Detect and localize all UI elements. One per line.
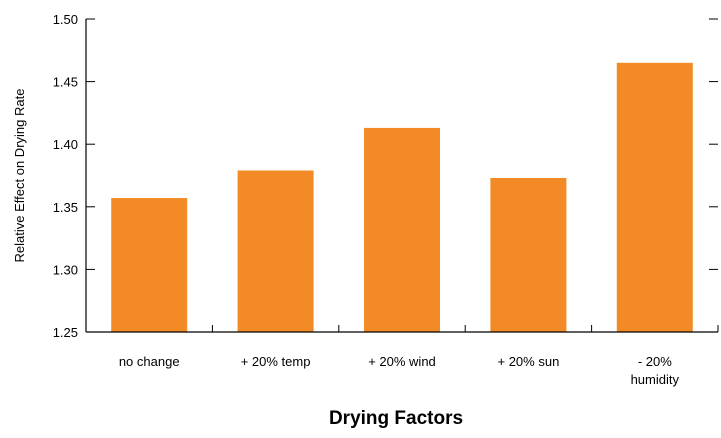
y-tick-label-1: 1.30 bbox=[53, 262, 78, 277]
x-tick-label-2: + 20% wind bbox=[368, 354, 436, 369]
x-tick-label-0: no change bbox=[119, 354, 180, 369]
x-axis-title: Drying Factors bbox=[329, 408, 463, 429]
y-tick-label-0: 1.25 bbox=[53, 325, 78, 340]
y-tick-label-2: 1.35 bbox=[53, 200, 78, 215]
y-axis-title: Relative Effect on Drying Rate bbox=[12, 89, 27, 263]
bar-2 bbox=[364, 127, 440, 332]
x-tick-label-1: + 20% temp bbox=[241, 354, 311, 369]
bar-4 bbox=[616, 62, 693, 332]
bar-1 bbox=[237, 170, 314, 332]
x-tick-label-4-line-0: - 20% bbox=[638, 354, 672, 369]
x-tick-label-3: + 20% sun bbox=[498, 354, 560, 369]
bar-3 bbox=[490, 178, 567, 332]
y-tick-label-5: 1.50 bbox=[53, 12, 78, 27]
y-tick-label-4: 1.45 bbox=[53, 75, 78, 90]
plot-area: 1.25 1.30 1.35 1.40 1.45 1.50 no change + 20% t… bbox=[53, 12, 719, 387]
y-tick-label-3: 1.40 bbox=[53, 137, 78, 152]
bar-0 bbox=[111, 198, 188, 332]
x-tick-label-4-line-1: humidity bbox=[631, 372, 680, 387]
